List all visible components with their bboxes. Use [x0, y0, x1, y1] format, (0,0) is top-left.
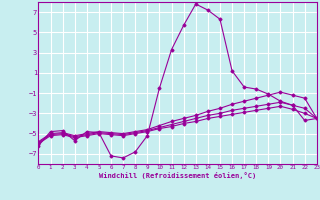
X-axis label: Windchill (Refroidissement éolien,°C): Windchill (Refroidissement éolien,°C): [99, 172, 256, 179]
